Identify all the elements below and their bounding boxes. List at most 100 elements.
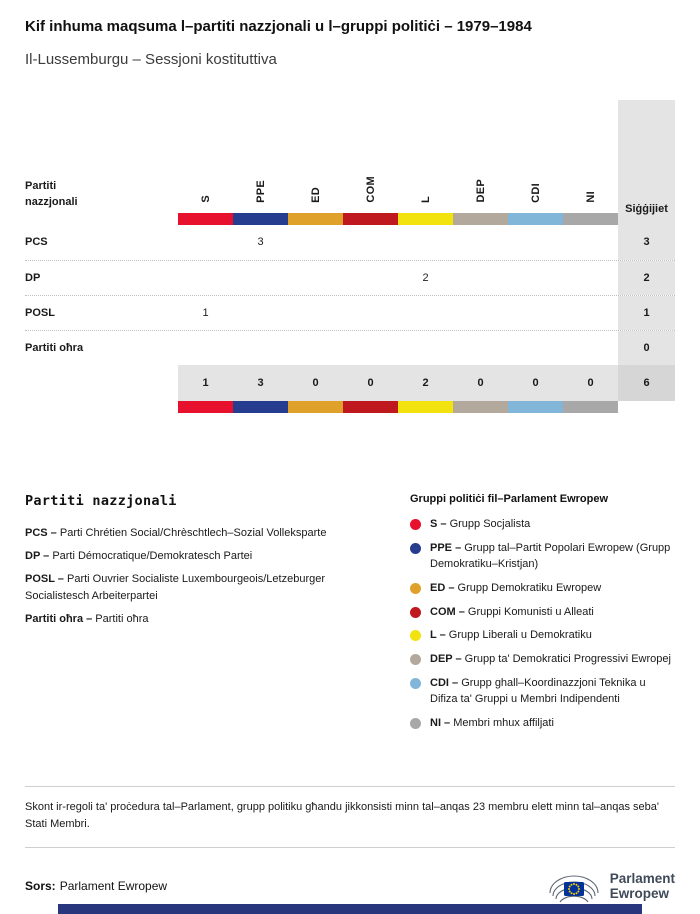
column-header-COM: COM [343,100,398,225]
group-color-dot-DEP [410,654,421,666]
group-legend-description: Grupp ghall–Koordinazzjoni Teknika u Dif… [430,677,646,706]
table-row: PCS 3 3 [25,224,675,260]
national-parties-legend-title: Partiti nazzjonali [25,492,177,509]
page-subtitle: Il-Lussemburgu – Sessjoni kostituttiva [25,50,277,68]
group-legend-item: COM – Gruppi Komunisti u Alleati [410,605,675,621]
value-cell-ED [288,261,343,295]
eu-flag-icon [563,882,584,897]
color-bar-NI [563,212,618,225]
political-groups-legend: Gruppi politiċi fil–Parlament Ewropew S … [410,493,675,740]
group-legend-text: L – Grupp Liberali u Demokratiku [430,628,592,644]
column-header-label-COM: COM [364,176,377,203]
source-value: Parlament Ewropew [59,879,168,894]
party-legend-item: PCS – Parti Chrétien Social/Chrèschtlech… [25,525,370,542]
footnote: Skont ir-regoli ta' proċedura tal–Parlam… [25,786,675,849]
seats-cell: 0 [618,330,675,365]
value-cell-ED [288,296,343,330]
group-legend-item: ED – Grupp Demokratiku Ewropew [410,581,675,597]
party-label: POSL [25,306,55,319]
group-legend-code: NI – [430,717,454,730]
bars-offset [25,401,178,413]
value-cell-COM [343,331,398,365]
seat-distribution-table: Partiti nazzjonali S PPE ED COM L DEP CDI NI Siġġ… [25,99,675,413]
group-color-dot-NI [410,718,421,730]
political-groups-legend-title: Gruppi politiċi fil–Parlament Ewropew [410,492,609,505]
total-cell-DEP: 0 [453,364,508,401]
column-header-label-S: S [199,195,212,203]
column-header-L: L [398,100,453,225]
group-color-dot-CDI [410,678,421,690]
value-cell-COM [343,296,398,330]
value-cell-PPE: 3 [257,236,264,249]
group-legend-item: DEP – Grupp ta' Demokratici Progressivi … [410,652,675,668]
ep-logo-line1: Parlament [609,870,675,886]
party-legend-code: POSL – [25,572,67,585]
value-cell-PPE [233,296,288,330]
value-cell-PPE [233,261,288,295]
group-legend-description: Membri mhux affiljati [453,717,554,730]
legend-section: Partiti nazzjonali PCS – Parti Chrétien … [25,493,675,740]
national-parties-legend-items: PCS – Parti Chrétien Social/Chrèschtlech… [25,525,385,628]
group-legend-code: COM – [430,605,468,618]
color-bar-bottom-COM [343,400,398,413]
column-header-S: S [178,100,233,225]
value-cell-NI [563,296,618,330]
political-groups-legend-items: S – Grupp Socjalista PPE – Grupp tal–Part… [410,517,675,732]
party-legend-item: Partiti oħra – Partiti oħra [25,611,370,628]
value-cell-L [398,331,453,365]
color-bar-ED [288,212,343,225]
row-header-label: Partiti nazzjonali [25,179,78,209]
column-header-CDI: CDI [508,100,563,225]
total-cell-ED: 0 [288,364,343,401]
seats-cell: 1 [618,295,675,330]
party-legend-description: Partiti oħra [95,612,149,625]
total-cell-NI: 0 [563,364,618,401]
value-cell-DEP [453,296,508,330]
seats-cell: 3 [618,224,675,260]
column-header-DEP: DEP [453,100,508,225]
group-legend-code: CDI – [430,677,462,690]
value-cell-DEP [453,331,508,365]
value-cell-CDI [508,261,563,295]
party-legend-code: DP – [25,549,53,562]
table-row: POSL 1 1 [25,294,675,330]
ep-logo: Parlament Ewropew [547,866,675,906]
total-cell-PPE: 3 [233,364,288,401]
ep-hemicycle-icon [549,875,599,903]
value-cell-CDI [508,296,563,330]
table-row: DP 2 2 [25,259,675,295]
value-cell-L [398,225,453,260]
group-legend-code: L – [430,629,449,642]
column-header-label-DEP: DEP [474,179,487,203]
total-cell-S: 1 [178,364,233,401]
color-bar-COM [343,212,398,225]
value-cell-NI [563,225,618,260]
value-cell-S [178,225,233,260]
group-color-dot-S [410,518,421,530]
party-legend-code: PCS – [25,526,60,539]
national-parties-legend: Partiti nazzjonali PCS – Parti Chrétien … [25,493,385,740]
column-header-label-PPE: PPE [254,179,267,203]
group-legend-text: ED – Grupp Demokratiku Ewropew [430,581,601,597]
totals-empty-cell [25,365,178,401]
group-legend-text: DEP – Grupp ta' Demokratici Progressivi … [430,652,671,668]
value-cell-DEP [453,225,508,260]
group-color-dot-ED [410,582,421,594]
group-legend-description: Grupp Liberali u Demokratiku [448,629,592,642]
group-legend-description: Gruppi Komunisti u Alleati [467,605,594,618]
value-cell-ED [288,225,343,260]
source-text: Sors: Parlament Ewropew [25,879,167,893]
group-legend-text: S – Grupp Socjalista [430,517,530,533]
column-header-label-L: L [419,195,432,203]
total-seats-cell: 6 [618,364,675,401]
seats-column-header: Siġġijiet [618,99,675,225]
party-legend-item: POSL – Parti Ouvrier Socialiste Luxembou… [25,571,370,605]
total-cell-L: 2 [398,364,453,401]
color-bar-bottom-PPE [233,400,288,413]
column-header-ED: ED [288,100,343,225]
group-legend-text: CDI – Grupp ghall–Koordinazzjoni Teknika… [430,676,675,708]
party-legend-item: DP – Parti Démocratique/Demokratesch Par… [25,548,370,565]
value-cell-L [398,296,453,330]
